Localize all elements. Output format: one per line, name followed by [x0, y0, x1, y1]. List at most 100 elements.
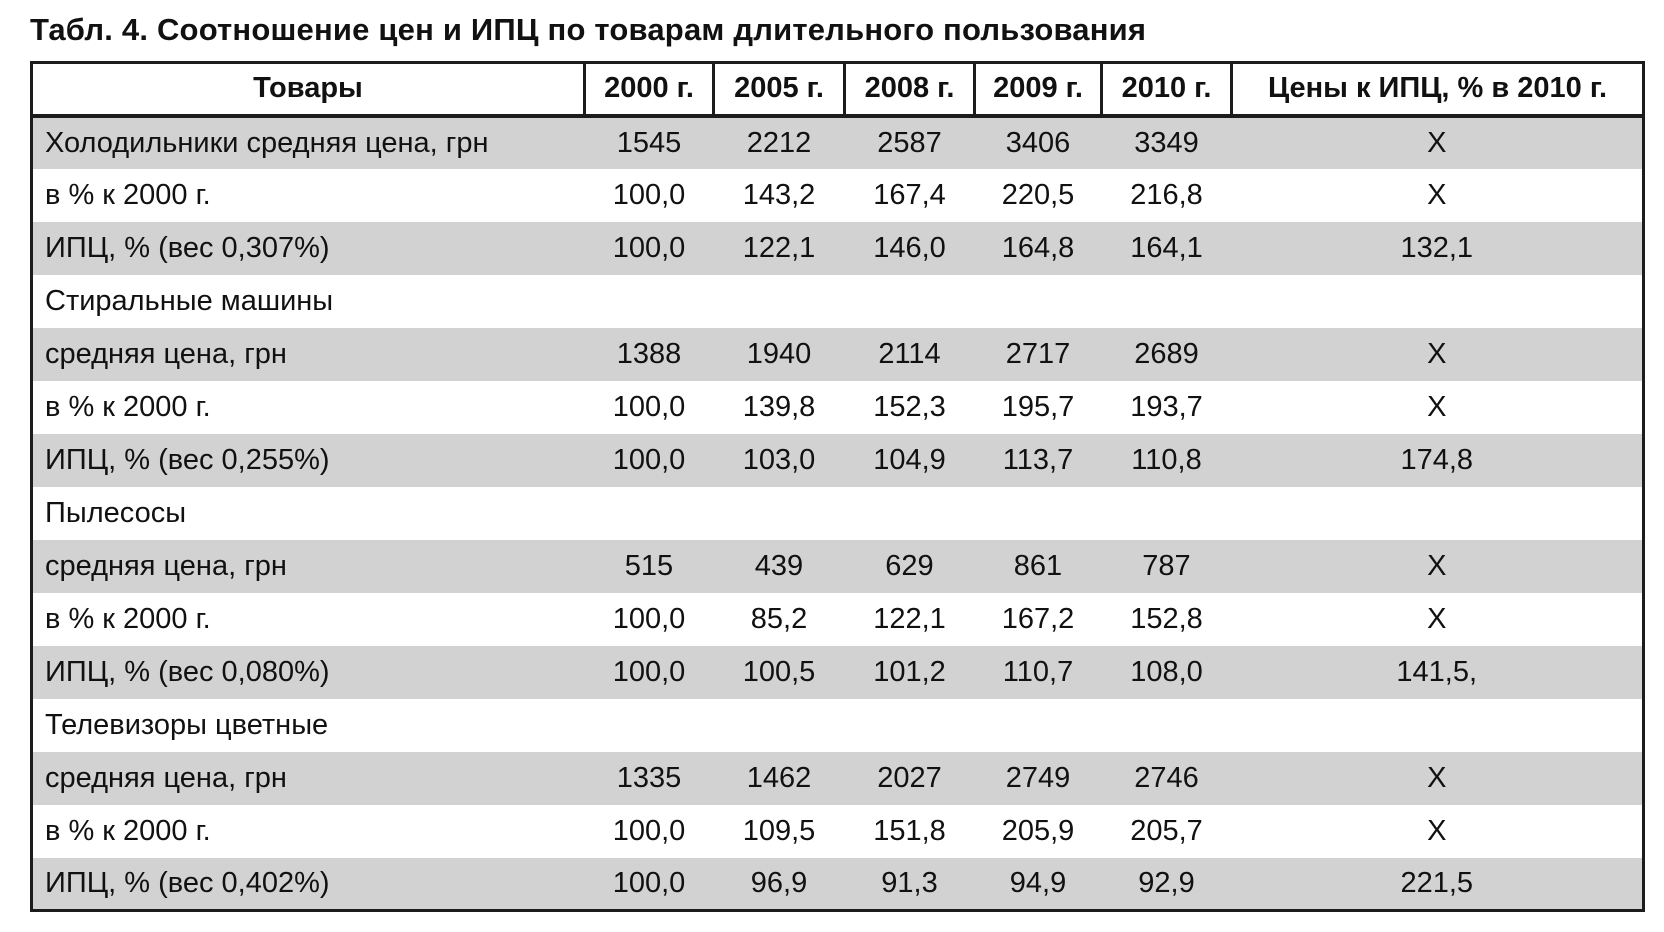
table-row: средняя цена, грн 1388 1940 2114 2717 2689 X — [31, 327, 1644, 381]
year-value-cell: 108,0 — [1101, 645, 1232, 699]
section-row: Стиральные машины — [32, 275, 1644, 328]
year-value-cell: 1462 — [713, 751, 845, 805]
header-row: Товары 2000 г. 2005 г. 2008 г. 2009 г. 2010 г… — [30, 61, 1645, 118]
column-header: 2009 г. — [973, 61, 1103, 118]
year-value-cell: 100,0 — [612, 602, 686, 635]
column-header: 2005 г. — [712, 61, 846, 118]
year-value-cell: 1388 — [584, 327, 714, 381]
row-label-cell: ИПЦ, % (вес 0,255%) — [31, 433, 585, 487]
year-value-cell: 205,9 — [1001, 814, 1075, 847]
table-row: ИПЦ, % (вес 0,255%) 100,0 103,0 104,9 113,7 1… — [31, 433, 1644, 487]
price-to-cpi-cell: X — [1231, 539, 1644, 593]
year-value-cell: 101,2 — [844, 645, 975, 699]
year-value-cell: 629 — [844, 539, 975, 593]
price-to-cpi-cell — [1232, 275, 1644, 328]
year-value-cell: 164,8 — [974, 221, 1102, 275]
year-value-cell — [975, 487, 1102, 540]
price-to-cpi-cell: X — [1427, 390, 1447, 423]
year-value-cell: 96,9 — [713, 857, 845, 911]
price-to-cpi-cell: 174,8 — [1231, 433, 1644, 487]
row-label-cell: ИПЦ, % (вес 0,307%) — [31, 221, 585, 275]
year-value-cell: 122,1 — [713, 221, 845, 275]
price-to-cpi-cell: X — [1427, 178, 1447, 211]
year-value-cell: 100,0 — [584, 857, 714, 911]
year-value-cell: 109,5 — [742, 814, 816, 847]
table-row: Холодильники средняя цена, грн 1545 2212 25… — [31, 115, 1644, 169]
year-value-cell: 195,7 — [1001, 390, 1075, 423]
year-value-cell: 220,5 — [1001, 178, 1075, 211]
year-value-cell: 100,0 — [584, 433, 714, 487]
year-value-cell: 152,3 — [873, 390, 946, 423]
row-label-cell: средняя цена, грн — [31, 327, 585, 381]
year-value-cell: 164,1 — [1101, 221, 1232, 275]
year-value-cell: 2746 — [1101, 751, 1232, 805]
table-row: средняя цена, грн 1335 1462 2027 2749 2746 X — [31, 751, 1644, 805]
year-value-cell: 787 — [1101, 539, 1232, 593]
year-value-cell: 110,8 — [1101, 433, 1232, 487]
year-value-cell: 91,3 — [844, 857, 975, 911]
page-title: Табл. 4. Соотношение цен и ИПЦ по товара… — [30, 12, 1147, 47]
year-value-cell: 2749 — [974, 751, 1102, 805]
table-row: в % к 2000 г. 100,0 139,8 152,3 195,7 193,7 X — [32, 381, 1644, 434]
year-value-cell — [585, 275, 714, 328]
year-value-cell: 2027 — [844, 751, 975, 805]
price-to-cpi-cell: X — [1231, 327, 1644, 381]
price-to-cpi-cell: X — [1427, 814, 1447, 847]
year-value-cell: 3406 — [974, 115, 1102, 169]
price-to-cpi-cell — [1232, 699, 1644, 752]
section-label-cell: Пылесосы — [45, 496, 187, 529]
year-value-cell: 94,9 — [974, 857, 1102, 911]
year-value-cell — [845, 487, 975, 540]
year-value-cell: 85,2 — [750, 602, 808, 635]
year-value-cell — [975, 275, 1102, 328]
column-header: Цены к ИПЦ, % в 2010 г. — [1230, 61, 1645, 118]
year-value-cell — [1102, 487, 1232, 540]
column-header: 2010 г. — [1100, 61, 1233, 118]
year-value-cell: 861 — [974, 539, 1102, 593]
year-value-cell: 205,7 — [1130, 814, 1203, 847]
year-value-cell: 2114 — [844, 327, 975, 381]
row-label-cell: средняя цена, грн — [31, 751, 585, 805]
year-value-cell: 2689 — [1101, 327, 1232, 381]
table-row: ИПЦ, % (вес 0,402%) 100,0 96,9 91,3 94,9 92,9… — [31, 857, 1644, 911]
year-value-cell: 100,0 — [612, 178, 686, 211]
year-value-cell: 167,4 — [873, 178, 946, 211]
row-label-cell: ИПЦ, % (вес 0,080%) — [31, 645, 585, 699]
price-to-cpi-cell — [1232, 487, 1644, 540]
year-value-cell — [975, 699, 1102, 752]
year-value-cell: 100,0 — [612, 814, 686, 847]
column-header: 2000 г. — [583, 61, 715, 118]
section-label-cell: Телевизоры цветные — [45, 708, 329, 741]
year-value-cell: 1940 — [713, 327, 845, 381]
year-value-cell — [845, 699, 975, 752]
year-value-cell: 100,0 — [584, 645, 714, 699]
section-label-cell: Стиральные машины — [45, 284, 334, 317]
year-value-cell: 139,8 — [742, 390, 816, 423]
year-value-cell: 1545 — [584, 115, 714, 169]
table-row: в % к 2000 г. 100,0 109,5 151,8 205,9 205,7 X — [32, 805, 1644, 858]
price-cpi-table: Товары 2000 г. 2005 г. 2008 г. 2009 г. 2010 г… — [30, 61, 1645, 912]
year-value-cell: 167,2 — [1001, 602, 1075, 635]
column-header: 2008 г. — [843, 61, 976, 118]
year-value-cell: 146,0 — [844, 221, 975, 275]
price-to-cpi-cell: X — [1231, 751, 1644, 805]
year-value-cell: 100,0 — [612, 390, 686, 423]
year-value-cell — [585, 487, 714, 540]
year-value-cell — [714, 275, 845, 328]
year-value-cell: 92,9 — [1101, 857, 1232, 911]
year-value-cell: 103,0 — [713, 433, 845, 487]
year-value-cell: 100,0 — [584, 221, 714, 275]
price-to-cpi-cell: X — [1427, 602, 1447, 635]
year-value-cell: 104,9 — [844, 433, 975, 487]
table-body: Холодильники средняя цена, грн 1545 2212 25… — [31, 115, 1644, 911]
year-value-cell: 2717 — [974, 327, 1102, 381]
year-value-cell: 143,2 — [742, 178, 816, 211]
price-to-cpi-cell: X — [1231, 115, 1644, 169]
table-row: в % к 2000 г. 100,0 85,2 122,1 167,2 152,8 X — [32, 593, 1644, 646]
row-label-cell: средняя цена, грн — [31, 539, 585, 593]
year-value-cell — [845, 275, 975, 328]
document-page: Табл. 4. Соотношение цен и ИПЦ по товара… — [30, 12, 1645, 912]
table-row: ИПЦ, % (вес 0,307%) 100,0 122,1 146,0 164,8 1… — [31, 221, 1644, 275]
year-value-cell — [1102, 699, 1232, 752]
section-row: Телевизоры цветные — [32, 699, 1644, 752]
